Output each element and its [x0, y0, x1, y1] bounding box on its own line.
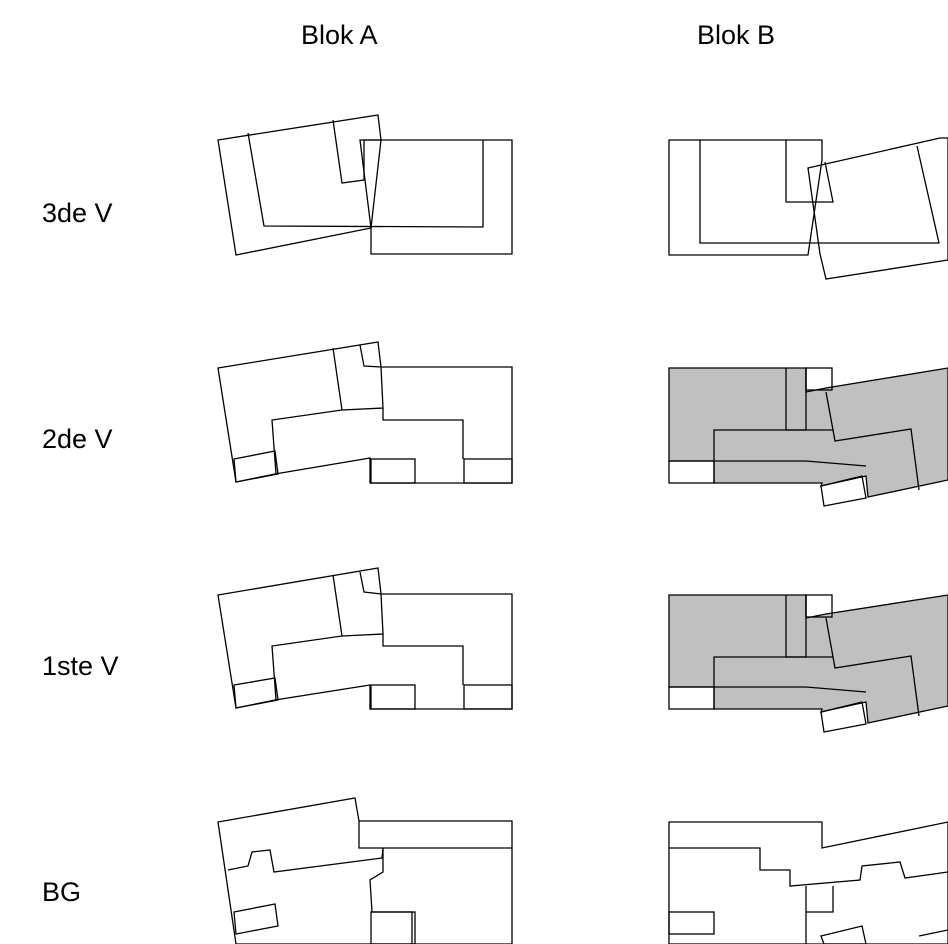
plan-block-b-second-floor: [668, 367, 948, 507]
block-b-first-floor-room-1: [668, 686, 715, 710]
block-b-first-floor-partitions: [713, 595, 807, 687]
block-a-ground-floor-partitions: [227, 847, 384, 873]
block-a-third-floor-inner-courtyard: [247, 132, 484, 228]
block-b-ground-floor-room-1: [668, 911, 715, 935]
block-b-ground-floor-right-wing: [918, 929, 948, 937]
block-b-ground-floor-room-2: [820, 925, 867, 944]
block-b-second-floor-corridor: [714, 460, 867, 467]
block-b-ground-floor-corridor: [806, 886, 834, 913]
block-a-second-floor-corridor: [382, 408, 464, 459]
block-b-second-floor-partitions-3: [832, 428, 920, 491]
block-a-first-floor-corridor: [382, 634, 464, 685]
block-b-ground-floor-partitions: [669, 847, 948, 887]
block-a-first-floor-room-3: [463, 684, 513, 710]
plan-block-b-third-floor: [668, 137, 948, 280]
block-b-second-floor-room-1: [668, 460, 715, 484]
block-a-first-floor-outline: [217, 567, 513, 710]
row-label-second-floor: 2de V: [42, 424, 113, 454]
plan-block-b-first-floor: [668, 594, 948, 733]
row-label-first-floor: 1ste V: [42, 651, 119, 681]
block-b-first-floor-shaded-area: [668, 594, 948, 724]
block-b-first-floor-corridor: [714, 686, 867, 693]
block-a-second-floor-partitions: [271, 347, 343, 475]
block-a-second-floor-stair-core: [341, 344, 384, 411]
block-a-third-floor-right-wing: [359, 139, 513, 255]
block-a-first-floor-room-1: [233, 677, 279, 709]
block-a-second-floor-room-2: [370, 458, 416, 484]
block-a-first-floor-stair-core: [341, 571, 384, 637]
plan-block-a-ground-floor: [217, 797, 513, 944]
row-label-ground-floor: BG: [42, 877, 82, 907]
block-a-ground-floor-room-1: [233, 903, 279, 935]
block-b-first-floor-room-2: [820, 701, 867, 733]
row-label-third-floor: 3de V: [42, 198, 113, 228]
block-a-third-floor-left-wing: [217, 114, 382, 256]
block-b-third-floor-stair-core: [785, 140, 834, 203]
plan-block-a-first-floor: [217, 567, 513, 710]
plan-block-b-ground-floor: [668, 821, 948, 944]
plan-block-a-third-floor: [217, 114, 513, 256]
block-a-third-floor-stair-core: [332, 119, 381, 184]
block-a-ground-floor-stair-core: [369, 848, 413, 944]
block-b-second-floor-stair-void: [805, 367, 833, 391]
column-header-block-a: Blok A: [301, 20, 378, 50]
block-a-ground-floor-room-2: [370, 911, 416, 944]
block-a-ground-floor-outline: [217, 797, 513, 944]
block-a-second-floor-room-1: [233, 450, 279, 483]
block-a-second-floor-outline: [217, 341, 513, 484]
plan-block-a-second-floor: [217, 341, 513, 484]
block-b-second-floor-shaded-area: [668, 367, 948, 498]
block-b-first-floor-partitions-3: [832, 655, 920, 717]
block-b-first-floor-partitions-2: [785, 595, 834, 658]
block-a-first-floor-room-2: [370, 684, 416, 710]
block-b-third-floor-left-wing: [668, 139, 823, 256]
block-b-second-floor-partitions: [713, 368, 807, 461]
block-a-ground-floor-top-band: [358, 821, 512, 849]
block-a-first-floor-partitions: [271, 574, 343, 701]
block-b-third-floor-inner-courtyard: [699, 140, 940, 244]
block-b-ground-floor-outline: [668, 821, 948, 944]
block-b-third-floor-right-wing: [807, 137, 948, 280]
block-a-second-floor-room-3: [463, 458, 513, 484]
block-b-second-floor-partitions-2: [785, 368, 834, 431]
block-b-second-floor-room-2: [820, 475, 867, 507]
column-header-block-b: Blok B: [697, 20, 776, 50]
block-b-first-floor-stair-void: [805, 594, 833, 618]
